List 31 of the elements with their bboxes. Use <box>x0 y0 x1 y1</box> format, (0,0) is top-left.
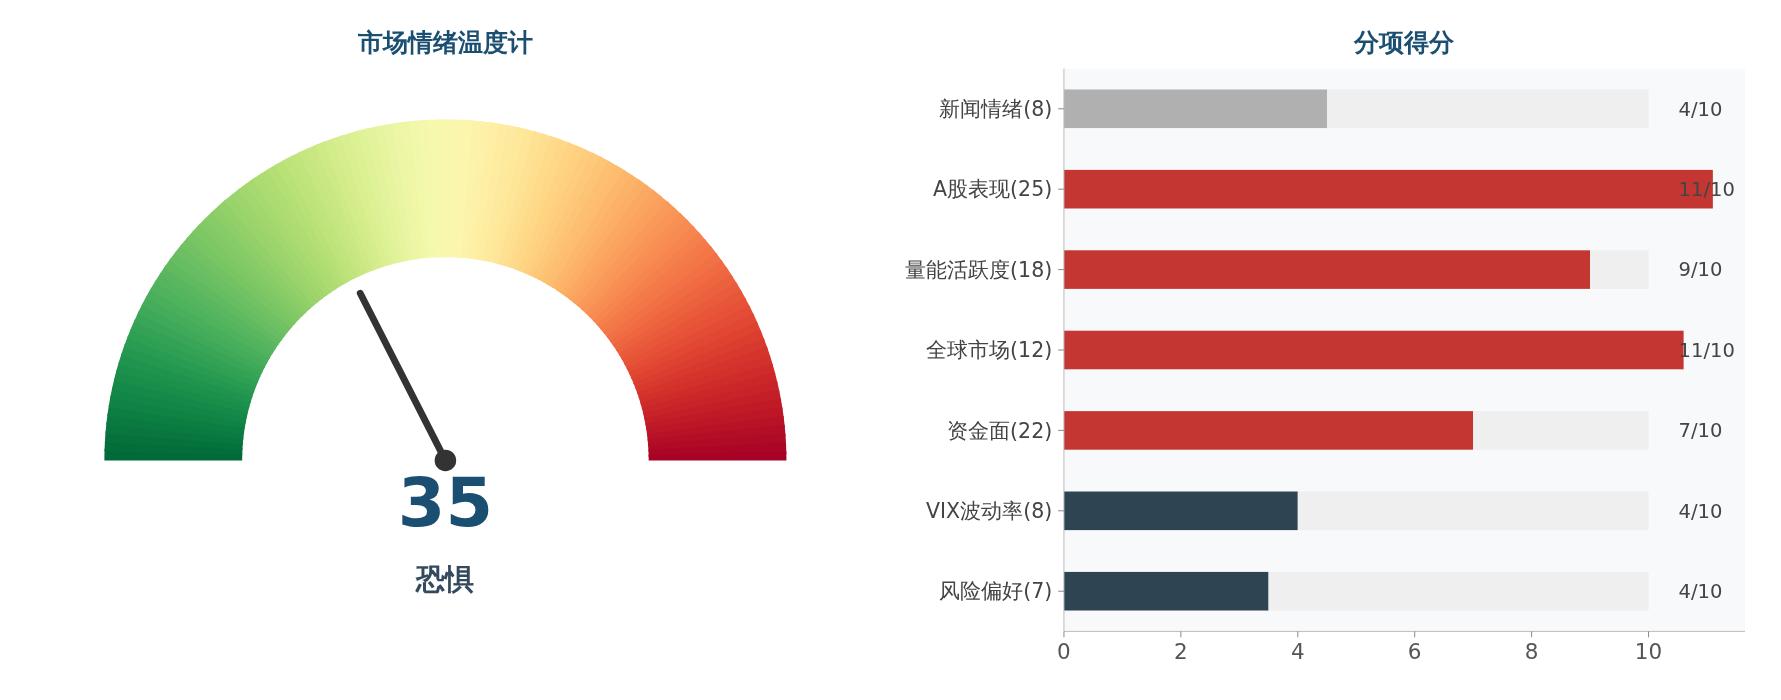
bar <box>1063 411 1474 450</box>
bar <box>1590 250 1649 289</box>
x-tick-label: 8 <box>1524 638 1539 664</box>
x-tick-label: 0 <box>1057 638 1071 664</box>
bar <box>1297 491 1649 531</box>
y-tick-label: 风险偏好(7) <box>939 579 1053 604</box>
x-tick-label: 6 <box>1407 638 1422 664</box>
data-label: 35 <box>397 462 494 542</box>
bar <box>1063 491 1298 531</box>
text: 市场情绪温度计 <box>356 26 533 57</box>
y-tick-label: 量能活跃度(18) <box>905 257 1053 282</box>
annotation: 4/10 <box>1678 97 1723 121</box>
x-tick-label: 10 <box>1634 638 1663 664</box>
annotation: 4/10 <box>1678 499 1723 523</box>
y-tick-label: A股表现(25) <box>933 177 1053 202</box>
y-tick-label: 新闻情绪(8) <box>939 96 1053 121</box>
bar <box>1268 571 1649 611</box>
y-tick-label: 全球市场(12) <box>926 338 1053 363</box>
text: 恐惧 <box>415 562 475 597</box>
bar <box>1063 571 1269 611</box>
x-tick-label: 4 <box>1290 638 1305 664</box>
chart-title: 分项得分 <box>1353 26 1456 57</box>
y-tick-label: 资金面(22) <box>947 418 1053 443</box>
bar <box>1473 411 1649 450</box>
y-tick-label: VIX波动率(8) <box>926 498 1053 523</box>
x-tick-label: 2 <box>1174 638 1188 664</box>
bar <box>1063 250 1591 289</box>
annotation: 4/10 <box>1678 580 1723 604</box>
annotation: 7/10 <box>1678 419 1723 443</box>
bar <box>1327 89 1649 129</box>
annotation: 9/10 <box>1678 258 1723 282</box>
